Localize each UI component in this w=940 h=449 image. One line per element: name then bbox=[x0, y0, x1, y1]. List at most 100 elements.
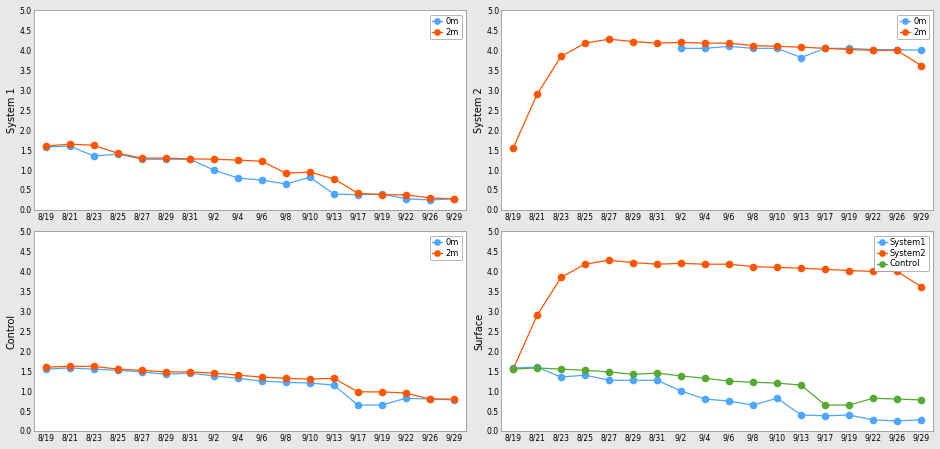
System2 bbox=[724, 261, 735, 267]
2m bbox=[257, 374, 268, 380]
Control bbox=[747, 379, 759, 385]
2m bbox=[136, 368, 148, 373]
2m bbox=[160, 369, 171, 374]
Line: 2m: 2m bbox=[510, 36, 924, 151]
0m bbox=[64, 143, 75, 149]
Line: Control: Control bbox=[510, 365, 924, 408]
Line: 2m: 2m bbox=[43, 141, 457, 202]
0m bbox=[40, 144, 52, 150]
0m bbox=[747, 46, 759, 51]
0m bbox=[232, 376, 243, 381]
Control bbox=[916, 397, 927, 403]
2m bbox=[628, 39, 639, 44]
2m bbox=[112, 366, 123, 372]
System1 bbox=[508, 365, 519, 370]
2m bbox=[328, 376, 339, 381]
0m bbox=[184, 370, 196, 376]
0m bbox=[112, 151, 123, 157]
0m bbox=[280, 181, 291, 187]
2m bbox=[280, 376, 291, 381]
2m bbox=[724, 40, 735, 46]
0m bbox=[795, 55, 807, 60]
2m bbox=[651, 40, 663, 46]
System2 bbox=[699, 261, 711, 267]
System1 bbox=[916, 417, 927, 423]
System2 bbox=[868, 269, 879, 274]
0m bbox=[280, 379, 291, 385]
2m bbox=[400, 390, 412, 396]
2m bbox=[184, 156, 196, 162]
Line: 0m: 0m bbox=[678, 43, 924, 61]
2m bbox=[772, 44, 783, 49]
System2 bbox=[603, 258, 615, 263]
0m bbox=[400, 196, 412, 202]
2m bbox=[676, 40, 687, 45]
0m bbox=[40, 366, 52, 372]
0m bbox=[136, 157, 148, 162]
0m bbox=[772, 46, 783, 51]
2m bbox=[400, 192, 412, 198]
0m bbox=[305, 380, 316, 386]
System2 bbox=[676, 261, 687, 266]
0m bbox=[352, 402, 364, 408]
0m bbox=[699, 46, 711, 51]
Y-axis label: System 1: System 1 bbox=[7, 88, 17, 133]
0m bbox=[916, 48, 927, 53]
2m bbox=[232, 372, 243, 378]
2m bbox=[112, 150, 123, 156]
System1 bbox=[628, 378, 639, 383]
System2 bbox=[820, 267, 831, 272]
Control bbox=[891, 396, 902, 402]
2m bbox=[136, 155, 148, 161]
Control bbox=[579, 368, 590, 373]
System2 bbox=[531, 313, 542, 318]
System1 bbox=[820, 413, 831, 418]
0m bbox=[209, 373, 220, 379]
2m bbox=[424, 195, 435, 201]
2m bbox=[280, 171, 291, 176]
2m bbox=[64, 141, 75, 147]
System1 bbox=[747, 402, 759, 408]
0m bbox=[868, 47, 879, 52]
0m bbox=[376, 191, 387, 197]
System2 bbox=[772, 265, 783, 270]
System1 bbox=[843, 412, 854, 418]
System2 bbox=[891, 269, 902, 274]
Line: 2m: 2m bbox=[43, 363, 457, 402]
Control bbox=[820, 402, 831, 408]
Control bbox=[556, 366, 567, 372]
2m bbox=[508, 145, 519, 151]
Control bbox=[699, 376, 711, 381]
System1 bbox=[795, 412, 807, 418]
2m bbox=[40, 143, 52, 149]
System1 bbox=[651, 378, 663, 383]
System1 bbox=[891, 418, 902, 424]
0m bbox=[64, 365, 75, 370]
0m bbox=[400, 396, 412, 401]
2m bbox=[376, 192, 387, 198]
Control bbox=[868, 396, 879, 401]
2m bbox=[328, 176, 339, 181]
2m bbox=[209, 370, 220, 376]
System1 bbox=[556, 374, 567, 380]
System1 bbox=[603, 378, 615, 383]
Y-axis label: Surface: Surface bbox=[474, 313, 484, 350]
2m bbox=[868, 48, 879, 53]
Line: System1: System1 bbox=[510, 364, 924, 424]
System2 bbox=[508, 366, 519, 372]
0m bbox=[136, 369, 148, 374]
Control bbox=[676, 373, 687, 379]
2m bbox=[257, 158, 268, 164]
0m bbox=[305, 175, 316, 180]
Y-axis label: Control: Control bbox=[7, 314, 17, 349]
2m bbox=[699, 40, 711, 46]
Control bbox=[508, 366, 519, 372]
System2 bbox=[747, 264, 759, 269]
Control bbox=[531, 365, 542, 370]
2m bbox=[747, 43, 759, 48]
System1 bbox=[724, 398, 735, 404]
0m bbox=[160, 157, 171, 162]
2m bbox=[531, 92, 542, 97]
Control bbox=[628, 372, 639, 377]
Legend: 0m, 2m: 0m, 2m bbox=[430, 15, 462, 39]
